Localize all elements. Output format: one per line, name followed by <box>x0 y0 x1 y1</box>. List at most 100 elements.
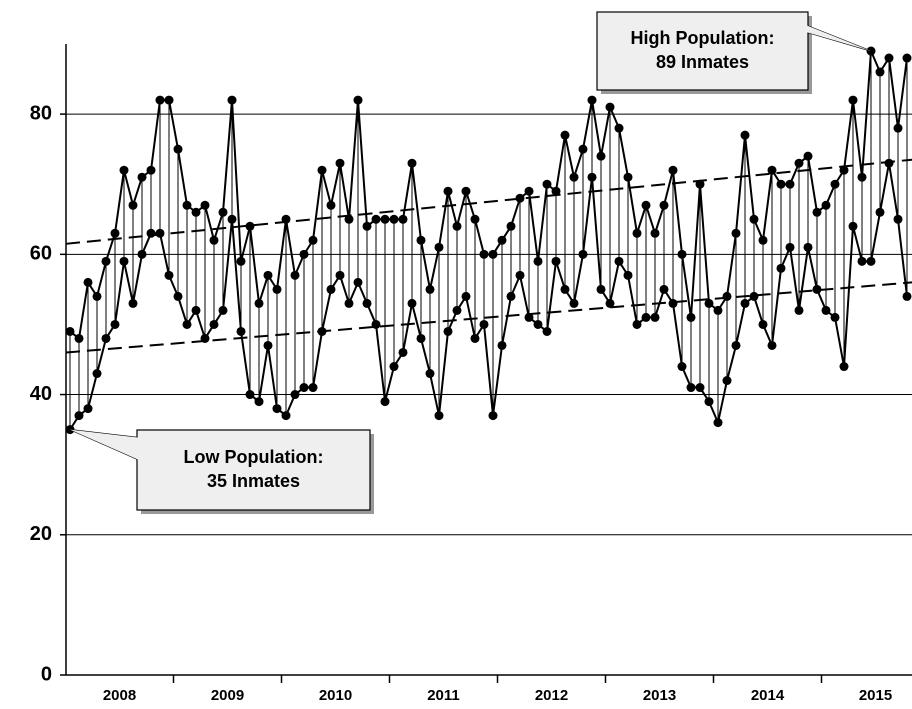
data-point <box>893 123 903 133</box>
data-point <box>182 200 192 210</box>
data-point <box>884 53 894 63</box>
data-point <box>128 298 138 308</box>
data-point <box>218 207 228 217</box>
x-tick-label: 2014 <box>751 687 785 704</box>
data-point <box>614 123 624 133</box>
data-point <box>227 214 237 224</box>
data-point <box>479 249 489 259</box>
annotation-text: 89 Inmates <box>656 52 749 72</box>
data-point <box>299 383 309 393</box>
data-point <box>254 298 264 308</box>
y-tick-label: 40 <box>30 383 52 405</box>
data-point <box>497 235 507 245</box>
data-point <box>191 207 201 217</box>
annotation-box <box>596 11 809 91</box>
data-point <box>326 200 336 210</box>
data-point <box>380 397 390 407</box>
data-point <box>677 362 687 372</box>
data-point <box>452 221 462 231</box>
data-point <box>650 312 660 322</box>
data-point <box>335 158 345 168</box>
data-point <box>245 221 255 231</box>
x-tick-label: 2013 <box>643 687 676 704</box>
data-point <box>470 214 480 224</box>
data-point <box>335 270 345 280</box>
data-point <box>605 298 615 308</box>
data-point <box>650 228 660 238</box>
data-point <box>263 340 273 350</box>
data-point <box>281 411 291 421</box>
data-point <box>173 291 183 301</box>
data-point <box>830 179 840 189</box>
data-point <box>596 151 606 161</box>
data-point <box>839 165 849 175</box>
data-point <box>902 291 912 301</box>
data-point <box>587 172 597 182</box>
data-point <box>767 165 777 175</box>
x-tick-label: 2008 <box>103 687 136 704</box>
data-point <box>542 326 552 336</box>
data-point <box>362 298 372 308</box>
data-point <box>614 256 624 266</box>
data-point <box>371 214 381 224</box>
data-point <box>776 263 786 273</box>
data-point <box>344 214 354 224</box>
data-point <box>659 284 669 294</box>
data-point <box>416 333 426 343</box>
data-point <box>704 397 714 407</box>
data-point <box>470 333 480 343</box>
data-point <box>623 172 633 182</box>
data-point <box>533 319 543 329</box>
data-point <box>434 242 444 252</box>
data-point <box>362 221 372 231</box>
data-point <box>704 298 714 308</box>
data-point <box>515 193 525 203</box>
data-point <box>164 95 174 105</box>
data-point <box>893 214 903 224</box>
x-tick-label: 2009 <box>211 687 244 704</box>
data-point <box>830 312 840 322</box>
data-point <box>596 284 606 294</box>
data-point <box>524 312 534 322</box>
data-point <box>236 256 246 266</box>
x-tick-label: 2010 <box>319 687 352 704</box>
data-point <box>218 305 228 315</box>
y-tick-label: 20 <box>30 523 52 545</box>
data-point <box>209 319 219 329</box>
data-point <box>425 284 435 294</box>
data-point <box>551 186 561 196</box>
data-point <box>317 326 327 336</box>
data-point <box>695 179 705 189</box>
data-point <box>722 376 732 386</box>
data-point <box>74 411 84 421</box>
data-point <box>731 340 741 350</box>
data-point <box>290 390 300 400</box>
data-point <box>308 383 318 393</box>
data-point <box>407 298 417 308</box>
data-point <box>146 228 156 238</box>
data-point <box>578 249 588 259</box>
data-point <box>569 298 579 308</box>
data-point <box>641 312 651 322</box>
data-point <box>173 144 183 154</box>
data-point <box>776 179 786 189</box>
data-point <box>461 186 471 196</box>
data-point <box>200 333 210 343</box>
data-point <box>686 383 696 393</box>
data-point <box>902 53 912 63</box>
data-point <box>227 95 237 105</box>
data-point <box>884 158 894 168</box>
data-point <box>767 340 777 350</box>
data-point <box>560 284 570 294</box>
data-point <box>74 333 84 343</box>
data-point <box>326 284 336 294</box>
data-point <box>83 404 93 414</box>
data-point <box>659 200 669 210</box>
data-point <box>533 256 543 266</box>
data-point <box>137 172 147 182</box>
data-point <box>821 200 831 210</box>
annotation-text: Low Population: <box>184 447 324 467</box>
data-point <box>479 319 489 329</box>
data-point <box>794 158 804 168</box>
